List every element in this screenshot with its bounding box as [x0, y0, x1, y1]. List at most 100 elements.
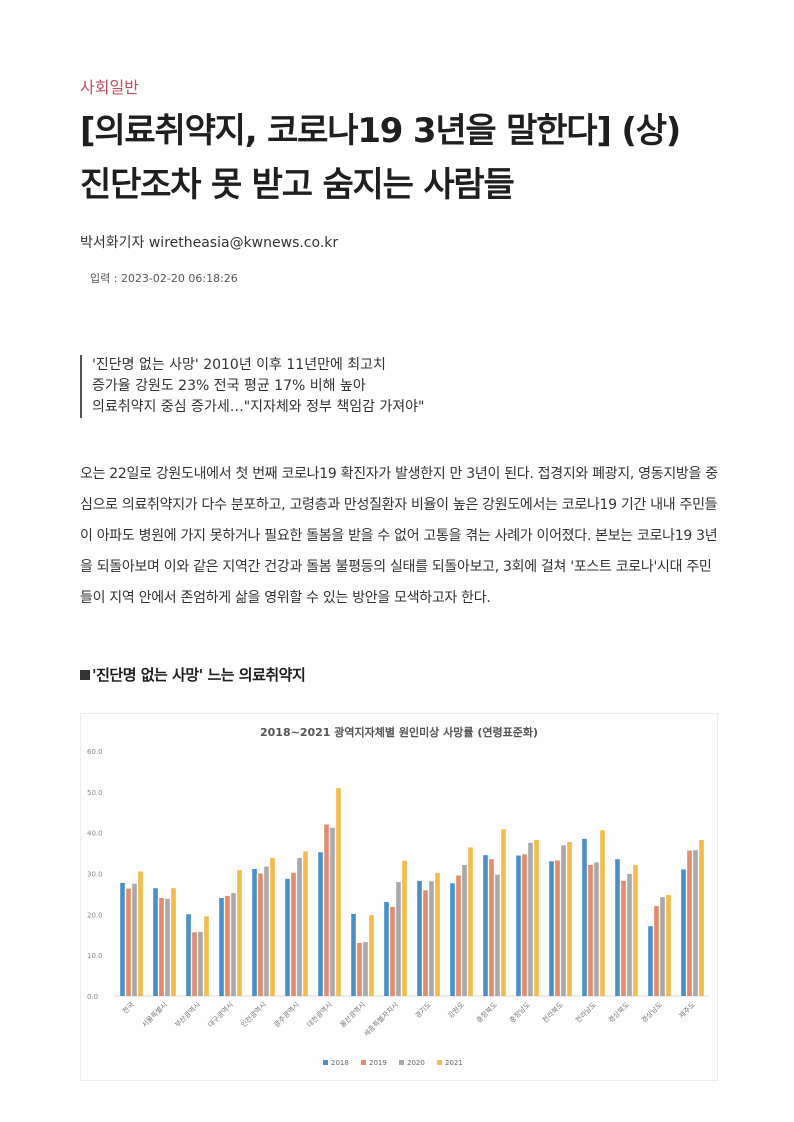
bar: [633, 864, 638, 996]
x-tick-label: 충청남도: [507, 1000, 532, 1025]
x-tick-label: 부산광역시: [173, 1000, 202, 1029]
legend-swatch: [361, 1060, 366, 1065]
bar: [501, 829, 506, 996]
bar: [615, 859, 620, 996]
legend-label: 2019: [369, 1059, 387, 1067]
bar: [582, 838, 587, 996]
bar: [363, 942, 368, 996]
bar: [627, 873, 632, 996]
bar: [285, 878, 290, 996]
bar: [357, 942, 362, 996]
bar-chart: 2018~2021 광역지자체별 원인미상 사망률 (연령표준화) 0.0 10.…: [87, 725, 709, 1067]
legend-swatch: [437, 1060, 442, 1065]
bar: [699, 840, 704, 996]
y-tick-label: 0.0: [87, 993, 98, 1001]
bar: [483, 855, 488, 997]
bar: [237, 870, 242, 996]
legend-swatch: [323, 1060, 328, 1065]
bar-series-group: [120, 788, 704, 997]
bar: [186, 914, 191, 996]
article-byline: 박서화기자 wiretheasia@kwnews.co.kr: [80, 235, 339, 251]
bar: [324, 824, 329, 996]
bar: [489, 859, 494, 996]
x-tick-label: 전라북도: [540, 1000, 565, 1025]
bar: [351, 913, 356, 996]
x-tick-label: 울산광역시: [338, 1000, 367, 1029]
subhead-line: '진단명 없는 사망' 2010년 이후 11년만에 최고치: [92, 357, 386, 373]
bar: [666, 894, 671, 996]
bar: [534, 840, 539, 996]
bar: [231, 893, 236, 996]
bar: [402, 860, 407, 996]
bar: [528, 842, 533, 997]
bar: [522, 854, 527, 996]
bar: [192, 932, 197, 996]
x-tick-label: 강원도: [446, 1000, 466, 1020]
y-axis: 0.0 10.0 20.0 30.0 40.0 50.0 60.0: [87, 748, 709, 1001]
x-axis: 전국 서울특별시 부산광역시 대구광역시 인천광역시 광주광역시 대전광역시 울산광역시세종특…: [120, 1000, 697, 1039]
x-tick-label: 경기도: [413, 1000, 433, 1020]
bar: [450, 883, 455, 996]
bar: [270, 857, 275, 996]
bar: [153, 888, 158, 996]
bar: [258, 873, 263, 996]
bar: [132, 883, 137, 996]
bar: [303, 851, 308, 996]
bar: [330, 827, 335, 996]
x-tick-label: 인천광역시: [239, 1000, 268, 1029]
legend-label: 2018: [331, 1059, 349, 1067]
chart-legend: 2018 2019 2020 2021: [323, 1059, 463, 1067]
bar: [594, 862, 599, 996]
bar: [198, 931, 203, 996]
bar: [555, 860, 560, 996]
bar: [396, 882, 401, 996]
bar: [435, 873, 440, 996]
bar: [291, 872, 296, 996]
bar: [138, 871, 143, 996]
x-tick-label: 충청북도: [474, 1000, 499, 1025]
bar: [648, 926, 653, 996]
bar: [561, 845, 566, 996]
x-tick-label: 광주광역시: [272, 1000, 301, 1029]
bar: [318, 852, 323, 996]
chart-container: 2018~2021 광역지자체별 원인미상 사망률 (연령표준화) 0.0 10.…: [80, 713, 718, 1081]
chart-title: 2018~2021 광역지자체별 원인미상 사망률 (연령표준화): [260, 725, 538, 739]
bar: [252, 869, 257, 996]
y-tick-label: 40.0: [87, 830, 103, 838]
bar: [462, 864, 467, 996]
x-tick-label: 대구광역시: [206, 1000, 235, 1029]
bar: [159, 898, 164, 996]
legend-swatch: [399, 1060, 404, 1065]
bar: [264, 866, 269, 996]
section-heading: '진단명 없는 사망' 느는 의료취약지: [80, 664, 306, 685]
bar: [456, 875, 461, 996]
y-tick-label: 30.0: [87, 871, 103, 879]
legend-label: 2021: [445, 1059, 463, 1067]
bar: [495, 874, 500, 996]
legend-label: 2020: [407, 1059, 425, 1067]
bar: [297, 857, 302, 996]
bar: [171, 888, 176, 996]
y-tick-label: 20.0: [87, 911, 103, 919]
bar: [588, 864, 593, 996]
y-tick-label: 10.0: [87, 952, 103, 960]
bar: [693, 850, 698, 996]
bar: [423, 890, 428, 996]
bar: [621, 880, 626, 996]
bar: [204, 916, 209, 997]
bar: [336, 788, 341, 996]
x-tick-label: 대전광역시: [305, 1000, 334, 1029]
bar: [660, 897, 665, 996]
x-tick-label: 서울특별시: [140, 1000, 169, 1029]
bar: [654, 906, 659, 996]
article-title: [의료취약지, 코로나19 3년을 말한다] (상) 진단조차 못 받고 숨지는…: [80, 104, 740, 212]
subhead-line: 증가율 강원도 23% 전국 평균 17% 비해 높아: [92, 378, 366, 394]
article-category[interactable]: 사회일반: [80, 78, 139, 97]
x-tick-label: 전라남도: [573, 1000, 598, 1025]
bar: [126, 888, 131, 996]
subhead-line: 의료취약지 중심 증가세…"지자체와 정부 책임감 가져야": [92, 399, 425, 415]
bar: [468, 847, 473, 996]
section-heading-text: '진단명 없는 사망' 느는 의료취약지: [92, 666, 306, 684]
bar: [516, 855, 521, 996]
article-body: 오는 22일로 강원도내에서 첫 번째 코로나19 확진자가 발생한지 만 3년…: [80, 466, 718, 606]
